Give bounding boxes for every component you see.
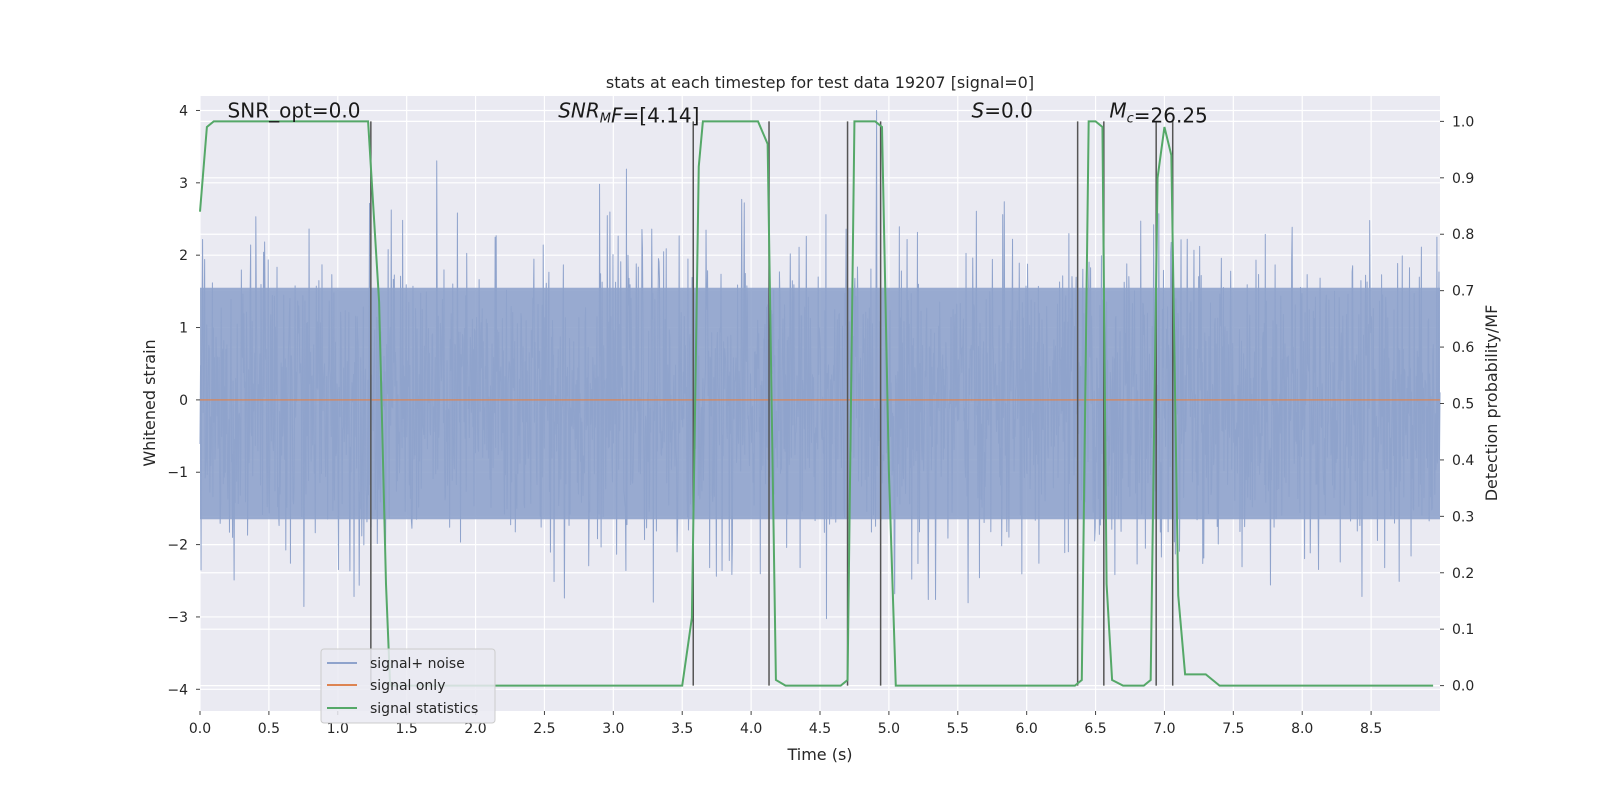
- x-tick-label: 6.5: [1084, 721, 1106, 737]
- x-tick-label: 7.5: [1222, 721, 1244, 737]
- x-tick-label: 7.0: [1153, 721, 1175, 737]
- chart-title: stats at each timestep for test data 192…: [606, 73, 1034, 92]
- x-tick-label: 3.5: [671, 721, 693, 737]
- y-left-axis-label: Whitened strain: [140, 339, 159, 466]
- y-left-tick-label: 2: [179, 248, 188, 264]
- legend-box: [320, 648, 496, 724]
- x-tick-label: 0.0: [189, 721, 211, 737]
- annotation-text: S=0.0: [972, 98, 1033, 122]
- x-tick-label: 4.0: [740, 721, 762, 737]
- y-left-tick-label: −2: [167, 538, 188, 554]
- x-tick-label: 5.5: [947, 721, 969, 737]
- y-right-axis-ticks: 1.0 0.9 0.8 0.7 0.6 0.5 0.4 0.3 0.2 0.1 0.0: [1440, 114, 1474, 695]
- legend-label-signal-plus-noise: signal+ noise: [370, 656, 465, 672]
- x-axis-ticks: 0.0 0.5 1.0 1.5 2.0 2.5 3.0 3.5 4.0 4.5 5.0 5.5 6.0 6…: [189, 711, 1382, 737]
- y-right-tick-label: 1.0: [1452, 114, 1474, 130]
- annotation-text: SNR_opt=0.0: [228, 98, 361, 122]
- x-tick-label: 4.5: [809, 721, 831, 737]
- y-left-tick-label: 3: [179, 176, 188, 192]
- annotations: SNR_opt=0.0 SNRMF=[4.14] S=0.0 Mc=26.25: [228, 98, 1208, 127]
- noise-line: [199, 109, 1441, 620]
- y-right-tick-label: 0.3: [1452, 509, 1474, 525]
- x-axis-label: Time (s): [786, 745, 852, 764]
- x-tick-label: 3.0: [602, 721, 624, 737]
- y-right-tick-label: 0.4: [1452, 453, 1474, 469]
- y-left-tick-label: −1: [167, 465, 188, 481]
- x-tick-label: 8.5: [1360, 721, 1382, 737]
- legend-label-signal-only: signal only: [370, 678, 445, 694]
- y-left-tick-label: −4: [167, 682, 188, 698]
- annotation-text: Mc=26.25: [1109, 98, 1207, 127]
- series-signal-plus-noise: [199, 109, 1441, 620]
- x-tick-label: 2.0: [464, 721, 486, 737]
- legend-label-signal-statistics: signal statistics: [370, 701, 478, 717]
- y-right-tick-label: 0.9: [1452, 171, 1474, 187]
- y-right-tick-label: 0.8: [1452, 227, 1474, 243]
- y-left-tick-label: 4: [179, 103, 188, 119]
- y-right-tick-label: 0.1: [1452, 622, 1474, 638]
- y-left-tick-label: −3: [167, 610, 188, 626]
- legend: signal+ noise signal only signal statist…: [320, 648, 496, 724]
- y-right-tick-label: 0.5: [1452, 397, 1474, 413]
- y-left-axis-ticks: 4 3 2 1 0 −1 −2 −3 −4: [167, 103, 200, 698]
- y-right-axis-label: Detection probability/MF: [1482, 305, 1501, 502]
- x-tick-label: 5.0: [878, 721, 900, 737]
- y-right-tick-label: 0.0: [1452, 679, 1474, 695]
- annotation-text: SNRMF=[4.14]: [558, 98, 699, 127]
- y-right-tick-label: 0.2: [1452, 566, 1474, 582]
- x-tick-label: 1.0: [327, 721, 349, 737]
- y-left-tick-label: 0: [179, 393, 188, 409]
- x-tick-label: 6.0: [1016, 721, 1038, 737]
- y-left-tick-label: 1: [179, 321, 188, 337]
- y-right-tick-label: 0.6: [1452, 340, 1474, 356]
- x-tick-label: 2.5: [533, 721, 555, 737]
- x-tick-label: 8.0: [1291, 721, 1313, 737]
- x-tick-label: 0.5: [258, 721, 280, 737]
- x-tick-label: 1.5: [396, 721, 418, 737]
- y-right-tick-label: 0.7: [1452, 284, 1474, 300]
